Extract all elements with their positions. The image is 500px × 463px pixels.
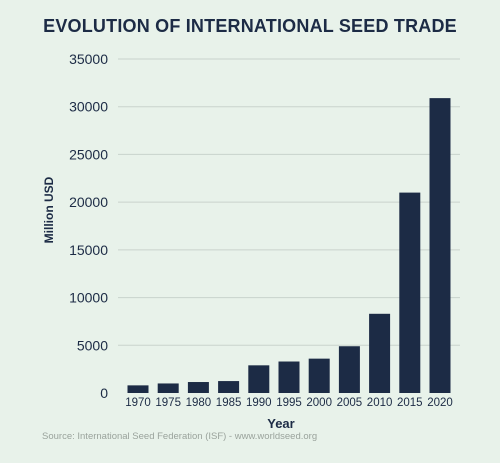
y-tick-label: 20000 — [69, 194, 108, 210]
bar-2015 — [399, 192, 421, 393]
y-tick-label: 35000 — [69, 51, 108, 67]
y-tick-label: 30000 — [69, 99, 108, 115]
x-tick-label: 2020 — [427, 397, 453, 409]
bar-2020 — [429, 98, 451, 393]
bar-1995 — [278, 361, 300, 393]
bars — [127, 98, 451, 393]
bar-1990 — [248, 365, 270, 393]
x-tick-label: 2010 — [367, 397, 393, 409]
bar-2005 — [338, 346, 360, 393]
x-tick-label: 2015 — [397, 397, 423, 409]
y-tick-label: 25000 — [69, 146, 108, 162]
x-axis-label: Year — [267, 416, 294, 431]
y-tick-label: 10000 — [69, 290, 108, 306]
y-axis-ticks: 0 5000 10000 15000 20000 25000 30000 35000 — [69, 51, 108, 401]
y-tick-label: 5000 — [77, 337, 108, 353]
bar-1975 — [157, 383, 179, 393]
source-note: Source: International Seed Federation (I… — [42, 431, 318, 442]
bar-1970 — [127, 385, 149, 393]
x-tick-label: 1970 — [125, 397, 151, 409]
bar-2010 — [369, 313, 391, 393]
y-tick-label: 0 — [100, 385, 108, 401]
x-axis-ticks: 1970 1975 1980 1985 1990 1995 2000 2005 2010 2015… — [125, 397, 453, 409]
x-tick-label: 1975 — [155, 397, 181, 409]
x-tick-label: 1985 — [216, 397, 242, 409]
x-tick-label: 1980 — [186, 397, 212, 409]
chart-title: EVOLUTION OF INTERNATIONAL SEED TRADE — [43, 16, 457, 36]
y-axis-label: Million USD — [42, 176, 56, 243]
x-tick-label: 1995 — [276, 397, 302, 409]
x-tick-label: 2005 — [337, 397, 363, 409]
bar-1985 — [218, 381, 240, 393]
bar-2000 — [308, 358, 330, 393]
bar-1980 — [187, 382, 209, 393]
y-tick-label: 15000 — [69, 242, 108, 258]
x-tick-label: 2000 — [306, 397, 332, 409]
x-tick-label: 1990 — [246, 397, 272, 409]
